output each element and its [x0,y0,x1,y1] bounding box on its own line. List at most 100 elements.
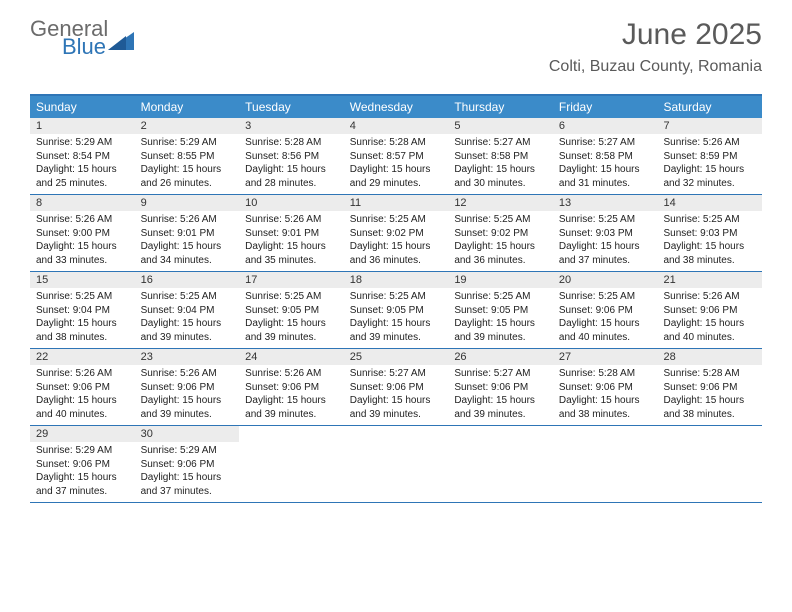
day-cell [553,426,658,502]
day-number: 17 [239,272,344,288]
sunset-line: Sunset: 8:56 PM [245,150,338,164]
day-header-thursday: Thursday [448,96,553,118]
day-cell: 14Sunrise: 5:25 AMSunset: 9:03 PMDayligh… [657,195,762,271]
daylight-line: Daylight: 15 hours and 39 minutes. [350,394,443,421]
sunrise-line: Sunrise: 5:26 AM [36,367,129,381]
day-cell: 13Sunrise: 5:25 AMSunset: 9:03 PMDayligh… [553,195,658,271]
day-cell: 28Sunrise: 5:28 AMSunset: 9:06 PMDayligh… [657,349,762,425]
daylight-line: Daylight: 15 hours and 26 minutes. [141,163,234,190]
sunrise-line: Sunrise: 5:26 AM [36,213,129,227]
day-details: Sunrise: 5:27 AMSunset: 8:58 PMDaylight:… [448,134,553,194]
day-details: Sunrise: 5:29 AMSunset: 8:55 PMDaylight:… [135,134,240,194]
sunrise-line: Sunrise: 5:25 AM [454,290,547,304]
day-details: Sunrise: 5:26 AMSunset: 9:00 PMDaylight:… [30,211,135,271]
sunrise-line: Sunrise: 5:25 AM [663,213,756,227]
logo-shape-icon [108,28,134,50]
sunrise-line: Sunrise: 5:27 AM [454,136,547,150]
month-title: June 2025 [549,18,762,52]
daylight-line: Daylight: 15 hours and 33 minutes. [36,240,129,267]
day-number: 9 [135,195,240,211]
day-number: 19 [448,272,553,288]
sunset-line: Sunset: 9:06 PM [141,458,234,472]
day-number: 18 [344,272,449,288]
sunrise-line: Sunrise: 5:25 AM [36,290,129,304]
day-cell: 24Sunrise: 5:26 AMSunset: 9:06 PMDayligh… [239,349,344,425]
sunset-line: Sunset: 8:58 PM [559,150,652,164]
sunset-line: Sunset: 9:06 PM [245,381,338,395]
day-number: 2 [135,118,240,134]
day-details: Sunrise: 5:25 AMSunset: 9:05 PMDaylight:… [448,288,553,348]
day-number: 1 [30,118,135,134]
sunrise-line: Sunrise: 5:29 AM [36,136,129,150]
day-cell [344,426,449,502]
day-details: Sunrise: 5:26 AMSunset: 9:06 PMDaylight:… [30,365,135,425]
sunset-line: Sunset: 9:06 PM [36,458,129,472]
day-cell: 22Sunrise: 5:26 AMSunset: 9:06 PMDayligh… [30,349,135,425]
sunrise-line: Sunrise: 5:26 AM [141,367,234,381]
day-number: 25 [344,349,449,365]
day-cell: 16Sunrise: 5:25 AMSunset: 9:04 PMDayligh… [135,272,240,348]
day-cell [239,426,344,502]
sunset-line: Sunset: 8:59 PM [663,150,756,164]
day-cell: 1Sunrise: 5:29 AMSunset: 8:54 PMDaylight… [30,118,135,194]
daylight-line: Daylight: 15 hours and 40 minutes. [559,317,652,344]
daylight-line: Daylight: 15 hours and 38 minutes. [559,394,652,421]
daylight-line: Daylight: 15 hours and 39 minutes. [454,317,547,344]
sunrise-line: Sunrise: 5:25 AM [559,213,652,227]
sunset-line: Sunset: 9:02 PM [350,227,443,241]
sunset-line: Sunset: 9:05 PM [245,304,338,318]
sunset-line: Sunset: 9:02 PM [454,227,547,241]
day-cell: 17Sunrise: 5:25 AMSunset: 9:05 PMDayligh… [239,272,344,348]
daylight-line: Daylight: 15 hours and 37 minutes. [141,471,234,498]
sunset-line: Sunset: 9:04 PM [36,304,129,318]
day-number: 5 [448,118,553,134]
day-header-monday: Monday [135,96,240,118]
sunrise-line: Sunrise: 5:28 AM [245,136,338,150]
day-number: 27 [553,349,658,365]
day-number: 30 [135,426,240,442]
sunrise-line: Sunrise: 5:28 AM [350,136,443,150]
day-number: 4 [344,118,449,134]
day-details: Sunrise: 5:25 AMSunset: 9:05 PMDaylight:… [344,288,449,348]
daylight-line: Daylight: 15 hours and 38 minutes. [663,240,756,267]
day-number: 10 [239,195,344,211]
day-details: Sunrise: 5:28 AMSunset: 9:06 PMDaylight:… [657,365,762,425]
day-cell: 25Sunrise: 5:27 AMSunset: 9:06 PMDayligh… [344,349,449,425]
day-number: 6 [553,118,658,134]
day-details: Sunrise: 5:27 AMSunset: 9:06 PMDaylight:… [448,365,553,425]
daylight-line: Daylight: 15 hours and 28 minutes. [245,163,338,190]
day-details: Sunrise: 5:25 AMSunset: 9:04 PMDaylight:… [30,288,135,348]
day-number: 26 [448,349,553,365]
sunset-line: Sunset: 9:06 PM [559,381,652,395]
sunrise-line: Sunrise: 5:25 AM [350,290,443,304]
day-details: Sunrise: 5:28 AMSunset: 8:56 PMDaylight:… [239,134,344,194]
day-details: Sunrise: 5:26 AMSunset: 9:01 PMDaylight:… [239,211,344,271]
day-cell: 23Sunrise: 5:26 AMSunset: 9:06 PMDayligh… [135,349,240,425]
daylight-line: Daylight: 15 hours and 39 minutes. [141,317,234,344]
sunrise-line: Sunrise: 5:27 AM [350,367,443,381]
day-details: Sunrise: 5:25 AMSunset: 9:03 PMDaylight:… [657,211,762,271]
day-details: Sunrise: 5:26 AMSunset: 9:06 PMDaylight:… [239,365,344,425]
sunrise-line: Sunrise: 5:25 AM [141,290,234,304]
daylight-line: Daylight: 15 hours and 37 minutes. [559,240,652,267]
day-cell: 19Sunrise: 5:25 AMSunset: 9:05 PMDayligh… [448,272,553,348]
sunset-line: Sunset: 9:03 PM [559,227,652,241]
sunset-line: Sunset: 9:06 PM [36,381,129,395]
day-cell: 12Sunrise: 5:25 AMSunset: 9:02 PMDayligh… [448,195,553,271]
day-cell: 15Sunrise: 5:25 AMSunset: 9:04 PMDayligh… [30,272,135,348]
header: General Blue June 2025 Colti, Buzau Coun… [0,0,792,86]
day-number: 15 [30,272,135,288]
day-cell: 6Sunrise: 5:27 AMSunset: 8:58 PMDaylight… [553,118,658,194]
week-row: 1Sunrise: 5:29 AMSunset: 8:54 PMDaylight… [30,118,762,195]
sunset-line: Sunset: 9:06 PM [663,304,756,318]
day-details: Sunrise: 5:26 AMSunset: 8:59 PMDaylight:… [657,134,762,194]
day-cell: 26Sunrise: 5:27 AMSunset: 9:06 PMDayligh… [448,349,553,425]
daylight-line: Daylight: 15 hours and 29 minutes. [350,163,443,190]
day-number: 20 [553,272,658,288]
day-header-sunday: Sunday [30,96,135,118]
day-number: 8 [30,195,135,211]
day-cell: 30Sunrise: 5:29 AMSunset: 9:06 PMDayligh… [135,426,240,502]
sunset-line: Sunset: 9:06 PM [663,381,756,395]
daylight-line: Daylight: 15 hours and 39 minutes. [245,394,338,421]
sunset-line: Sunset: 8:57 PM [350,150,443,164]
